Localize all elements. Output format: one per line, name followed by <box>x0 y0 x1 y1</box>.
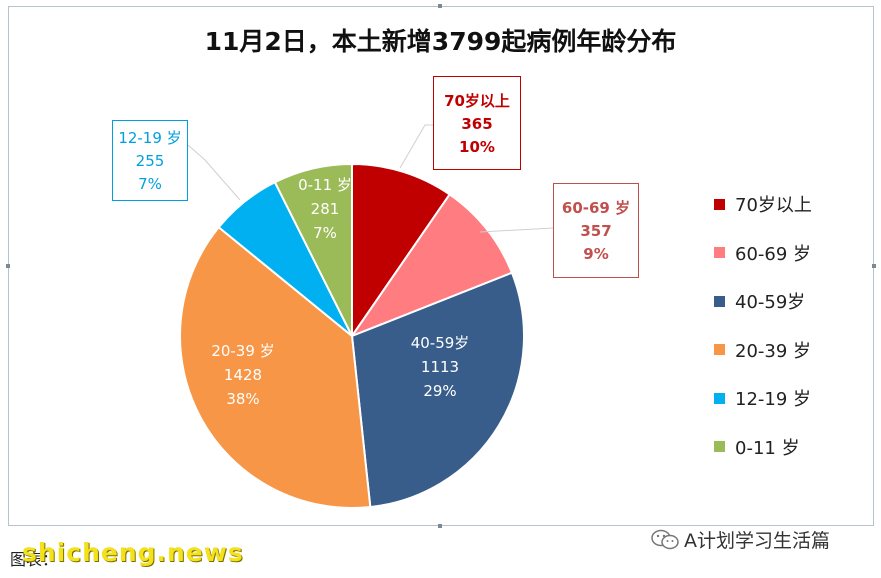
leader-line-0 <box>399 124 433 169</box>
resize-handle-right[interactable] <box>872 264 876 268</box>
leader-line-4 <box>187 144 241 201</box>
source-caption: 图表： <box>10 550 59 569</box>
callout-percent-4: 7% <box>138 175 162 193</box>
site-watermark: shicheng.news <box>22 538 244 567</box>
resize-handle-left[interactable] <box>6 264 10 268</box>
legend-item-1: 60-69 岁 <box>714 229 812 278</box>
legend-item-3: 20-39 岁 <box>714 326 812 375</box>
slice-label-5: 0-11 岁 <box>298 176 352 194</box>
callout-value-1: 357 <box>580 222 612 240</box>
legend-swatch-4 <box>714 392 725 404</box>
callout-label-4: 12-19 岁 <box>118 129 182 147</box>
pie-slice-3 <box>179 225 372 509</box>
slice-label-3: 20-39 岁 <box>211 342 274 360</box>
legend-item-4: 12-19 岁 <box>714 374 812 423</box>
legend-swatch-0 <box>714 198 725 210</box>
wechat-icon <box>651 529 679 550</box>
account-credit: A计划学习生活篇 <box>650 527 830 552</box>
slice-percent-2: 29% <box>423 382 456 400</box>
resize-handle-bottom[interactable] <box>438 524 442 528</box>
callout-percent-0: 10% <box>459 137 495 156</box>
legend: 70岁以上 60-69 岁 40-59岁 20-39 岁 12-19 岁 0-11 岁 <box>714 180 812 471</box>
legend-swatch-3 <box>714 344 725 356</box>
callout-label-1: 60-69 岁 <box>561 199 631 217</box>
callout-label-0: 70岁以上 <box>444 91 510 110</box>
callout-value-0: 365 <box>461 114 493 133</box>
legend-swatch-1 <box>714 247 725 259</box>
legend-swatch-5 <box>714 441 725 453</box>
slice-label-2: 40-59岁 <box>411 334 470 352</box>
legend-swatch-2 <box>714 295 725 307</box>
pie-slice-2 <box>350 271 525 509</box>
legend-item-0: 70岁以上 <box>714 180 812 229</box>
leader-line-1 <box>479 227 554 233</box>
slice-value-3: 1428 <box>224 366 262 384</box>
callout-0: 70岁以上 365 10% <box>433 76 521 170</box>
account-name: A计划学习生活篇 <box>684 529 830 552</box>
legend-label-4: 12-19 岁 <box>735 389 812 411</box>
legend-label-5: 0-11 岁 <box>735 437 800 459</box>
slice-value-5: 281 <box>311 200 340 218</box>
callout-percent-1: 9% <box>583 245 609 263</box>
slice-percent-5: 7% <box>313 224 337 242</box>
chart-title: 11月2日，本土新增3799起病例年龄分布 <box>204 27 677 56</box>
callout-1: 60-69 岁 357 9% <box>553 183 639 278</box>
slice-percent-3: 38% <box>226 390 259 408</box>
slice-value-2: 1113 <box>421 358 459 376</box>
legend-item-2: 40-59岁 <box>714 277 812 326</box>
callout-4: 12-19 岁 255 7% <box>112 120 188 201</box>
legend-label-2: 40-59岁 <box>735 292 806 314</box>
legend-label-0: 70岁以上 <box>735 195 812 217</box>
legend-label-1: 60-69 岁 <box>735 243 812 265</box>
legend-item-5: 0-11 岁 <box>714 423 812 472</box>
legend-label-3: 20-39 岁 <box>735 340 812 362</box>
callout-value-4: 255 <box>135 152 165 170</box>
resize-handle-top[interactable] <box>438 4 442 8</box>
pie-slice-1 <box>349 193 514 339</box>
pie-slice-5 <box>273 162 353 337</box>
pie-slice-0 <box>351 162 452 340</box>
